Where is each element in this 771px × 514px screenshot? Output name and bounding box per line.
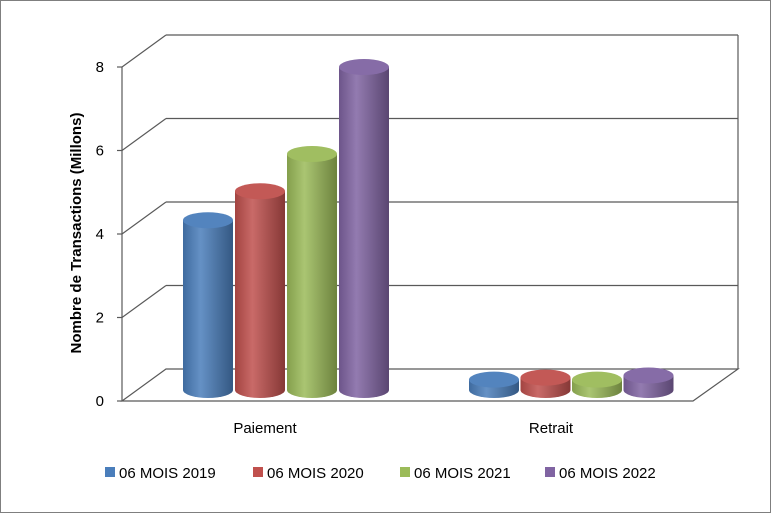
y-tick-labels: 0 2 4 6 8 — [96, 59, 104, 410]
gridline-diag-8 — [121, 34, 167, 68]
bar-retrait-2 — [572, 371, 622, 398]
bar-top — [469, 371, 519, 388]
legend-entry: 06 MOIS 2021 — [414, 465, 511, 482]
bar-retrait-1 — [520, 369, 571, 398]
bar-top — [623, 367, 674, 384]
gridline-diag-2 — [121, 285, 167, 318]
legend-swatch — [545, 467, 555, 477]
bar-top — [520, 369, 571, 386]
y-axis — [117, 66, 122, 402]
bar-body — [183, 220, 233, 398]
y-tick-label: 4 — [96, 226, 104, 243]
legend-entry: 06 MOIS 2019 — [119, 465, 216, 482]
gridline-diag-4 — [121, 201, 167, 235]
floor — [120, 368, 740, 402]
category-label: Retrait — [529, 420, 574, 437]
bar-top — [339, 59, 389, 75]
bar-paiement-1 — [235, 183, 285, 398]
bars — [183, 59, 674, 398]
bar-retrait-3 — [623, 367, 674, 398]
legend-swatch — [400, 467, 410, 477]
bar-body — [339, 67, 389, 398]
category-label: Paiement — [233, 420, 297, 437]
bar-top — [183, 212, 233, 229]
bar-paiement-3 — [339, 59, 389, 398]
y-tick-label: 8 — [96, 59, 104, 76]
bar-body — [287, 153, 337, 398]
legend-entry: 06 MOIS 2020 — [267, 465, 364, 482]
y-tick-label: 2 — [96, 310, 104, 327]
bar-body — [235, 191, 285, 398]
bar-top — [235, 183, 285, 200]
gridline-diag-6 — [121, 118, 167, 151]
category-labels: Paiement Retrait — [233, 420, 574, 437]
legend-swatch — [253, 467, 263, 477]
legend-entry: 06 MOIS 2022 — [559, 465, 656, 482]
y-axis-title: Nombre de Transactions (Millons) — [68, 113, 85, 354]
bar-retrait-0 — [469, 371, 519, 398]
bar-paiement-0 — [183, 212, 233, 398]
y-tick-label: 0 — [96, 393, 104, 410]
y-tick-label: 6 — [96, 143, 104, 160]
bar-paiement-2 — [287, 145, 337, 398]
bar-top — [287, 145, 337, 162]
legend: 06 MOIS 2019 06 MOIS 2020 06 MOIS 2021 06 M… — [105, 465, 656, 482]
legend-swatch — [105, 467, 115, 477]
bar-top — [572, 371, 622, 388]
